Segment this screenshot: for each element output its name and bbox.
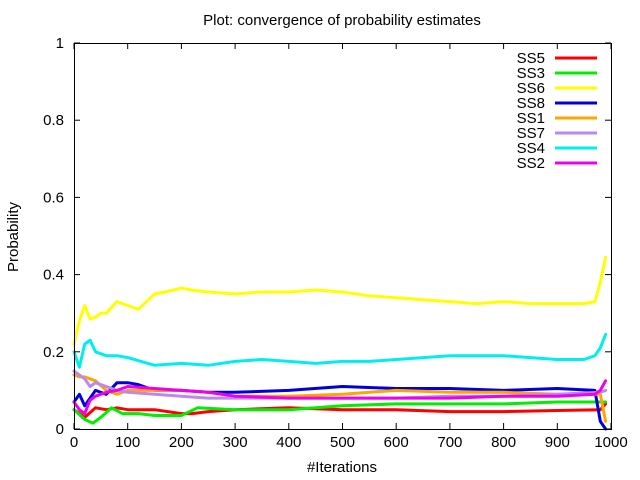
plot-series <box>72 255 608 431</box>
series-line-ss2 <box>72 379 608 416</box>
legend-label-ss6: SS6 <box>517 80 545 97</box>
chart-title: Plot: convergence of probability estimat… <box>203 12 481 29</box>
series-line-ss4 <box>72 332 608 369</box>
y-tick-label: 0.6 <box>43 189 64 206</box>
x-tick-label: 800 <box>491 434 516 451</box>
y-axis-title: Probability <box>5 201 22 272</box>
y-tick-label: 0.2 <box>43 344 64 361</box>
x-tick-label: 200 <box>169 434 194 451</box>
y-tick-label: 1 <box>56 35 64 52</box>
x-tick-label: 600 <box>384 434 409 451</box>
x-axis-title: #Iterations <box>307 459 377 476</box>
y-tick-label: 0.8 <box>43 112 64 129</box>
x-tick-label: 400 <box>276 434 301 451</box>
x-tick-label: 100 <box>115 434 140 451</box>
y-tick-label: 0.4 <box>43 267 64 284</box>
series-line-ss3 <box>72 400 608 425</box>
x-tick-label: 700 <box>437 434 462 451</box>
x-tick-label: 0 <box>70 434 78 451</box>
legend-label-ss8: SS8 <box>517 95 545 112</box>
legend-label-ss4: SS4 <box>517 140 545 157</box>
series-line-ss5 <box>72 402 608 419</box>
x-tick-label: 900 <box>545 434 570 451</box>
x-tick-label: 1000 <box>594 434 627 451</box>
x-tick-label: 500 <box>330 434 355 451</box>
legend-label-ss5: SS5 <box>517 50 545 67</box>
series-line-ss6 <box>72 255 608 346</box>
x-axis: 0 100 200 300 400 500 600 700 800 900 1000 <box>70 43 628 451</box>
legend-label-ss1: SS1 <box>517 110 545 127</box>
y-tick-label: 0 <box>56 421 64 438</box>
legend-label-ss3: SS3 <box>517 65 545 82</box>
legend-label-ss2: SS2 <box>517 155 545 172</box>
x-tick-label: 300 <box>223 434 248 451</box>
y-axis: 0 0.2 0.4 0.6 0.8 1 <box>43 35 611 438</box>
legend-label-ss7: SS7 <box>517 125 545 142</box>
